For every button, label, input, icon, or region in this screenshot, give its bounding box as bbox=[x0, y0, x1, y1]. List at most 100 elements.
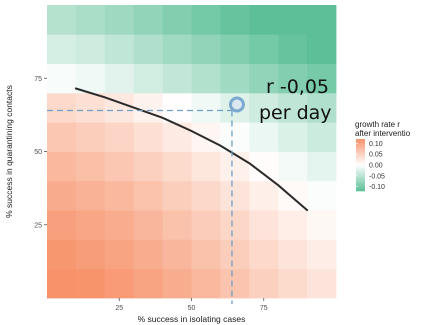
heatmap-cell bbox=[162, 180, 192, 211]
heatmap-cell bbox=[104, 239, 135, 270]
heatmap-cell bbox=[133, 122, 163, 152]
heatmap-cell bbox=[75, 122, 106, 152]
heatmap-cell bbox=[75, 239, 106, 270]
heatmap-cell bbox=[104, 5, 135, 35]
legend-colorbar-segment bbox=[356, 174, 365, 176]
highlight-annotation: r -0,05 per day bbox=[259, 76, 332, 124]
heatmap-cell bbox=[220, 5, 250, 35]
heatmap-cell bbox=[191, 268, 221, 299]
legend-title-line: growth rate r bbox=[355, 120, 400, 129]
legend-colorbar-segment bbox=[356, 183, 365, 185]
heatmap-cell bbox=[220, 63, 250, 94]
heatmap-cell bbox=[307, 180, 337, 211]
heatmap-cell bbox=[162, 210, 192, 240]
heatmap-cell bbox=[47, 92, 77, 123]
heatmap-cell bbox=[75, 180, 106, 211]
heatmap-cell bbox=[47, 268, 77, 299]
heatmap-cell bbox=[104, 210, 135, 240]
legend-colorbar-segment bbox=[356, 153, 365, 155]
heatmap-cell bbox=[307, 239, 337, 270]
legend-colorbar-segment bbox=[356, 181, 365, 184]
heatmap-cell bbox=[162, 63, 192, 94]
heatmap-cell bbox=[47, 5, 77, 35]
heatmap-cell bbox=[307, 151, 337, 182]
legend-colorbar-segment bbox=[356, 175, 365, 177]
legend-colorbar-segment bbox=[356, 171, 365, 174]
y-tick-label: 50 bbox=[34, 149, 42, 156]
heatmap-cell bbox=[75, 34, 106, 64]
heatmap-cell bbox=[75, 151, 106, 182]
y-axis-title: % success in quarantining contacts bbox=[4, 85, 14, 218]
highlight-marker bbox=[228, 96, 245, 113]
heatmap-cell bbox=[104, 151, 135, 182]
heatmap-cell bbox=[307, 92, 337, 123]
heatmap-cell bbox=[191, 63, 221, 94]
legend-colorbar-segment bbox=[356, 185, 365, 188]
heatmap-cell bbox=[162, 268, 192, 299]
legend-colorbar-segment bbox=[356, 187, 365, 189]
heatmap-cells bbox=[47, 5, 337, 299]
heatmap-cell bbox=[191, 180, 221, 211]
heatmap-cell bbox=[75, 63, 106, 94]
heatmap-cell bbox=[47, 180, 77, 211]
x-tick-label: 75 bbox=[260, 305, 268, 312]
heatmap-cell bbox=[249, 180, 279, 211]
contour-line bbox=[74, 87, 309, 212]
legend-label: 0.00 bbox=[369, 163, 383, 170]
heatmap-cell bbox=[104, 122, 135, 152]
heatmap-cell bbox=[220, 268, 250, 299]
heatmap-cell bbox=[307, 210, 337, 240]
legend-colorbar-segment bbox=[356, 165, 365, 167]
legend-colorbar-segment bbox=[356, 154, 365, 157]
legend-label: 0.05 bbox=[369, 152, 383, 159]
legend-label: -0.05 bbox=[369, 173, 385, 180]
heatmap-cell bbox=[307, 63, 337, 94]
heatmap-cell bbox=[75, 5, 106, 35]
legend-colorbar-segment bbox=[356, 150, 365, 153]
heatmap-cell bbox=[249, 210, 279, 240]
heatmap-cell bbox=[47, 151, 77, 182]
legend-colorbar-segment bbox=[356, 168, 365, 171]
heatmap-cell bbox=[307, 5, 337, 35]
heatmap-cell bbox=[249, 122, 279, 152]
legend-colorbar-segment bbox=[356, 140, 365, 142]
highlight-label-line: per day bbox=[259, 102, 332, 124]
x-tick-label: 25 bbox=[115, 305, 123, 312]
legend-colorbar-segment bbox=[356, 166, 365, 168]
heatmap-cell bbox=[249, 239, 279, 270]
axes: 25 50 75 25 50 75 bbox=[34, 76, 268, 312]
heatmap-cell bbox=[104, 63, 135, 94]
heatmap-cell bbox=[278, 63, 308, 94]
heatmap-cell bbox=[133, 63, 163, 94]
heatmap-cell bbox=[278, 239, 308, 270]
legend-colorbar-segment bbox=[356, 159, 365, 162]
heatmap-cell bbox=[133, 239, 163, 270]
legend-colorbar-segment bbox=[356, 163, 365, 166]
heatmap-cell bbox=[220, 180, 250, 211]
legend-colorbar-segment bbox=[356, 179, 365, 181]
heatmap-cell bbox=[47, 210, 77, 240]
x-axis-title: % success in isolating cases bbox=[138, 314, 246, 324]
heatmap-cell bbox=[104, 180, 135, 211]
heatmap-cell bbox=[278, 151, 308, 182]
heatmap-cell bbox=[162, 151, 192, 182]
heatmap-cell bbox=[162, 34, 192, 64]
legend-colorbar-segment bbox=[356, 152, 365, 154]
heatmap-cell bbox=[307, 122, 337, 152]
legend-colorbar-segment bbox=[356, 157, 365, 159]
legend-colorbar-segment bbox=[356, 145, 365, 148]
legend-colorbar-segment bbox=[356, 144, 365, 146]
heatmap-cell bbox=[307, 268, 337, 299]
heatmap-cell bbox=[191, 210, 221, 240]
legend-colorbar-segment bbox=[356, 176, 365, 179]
heatmap-cell bbox=[191, 5, 221, 35]
heatmap-cell bbox=[47, 63, 77, 94]
heatmap-cell bbox=[47, 239, 77, 270]
heatmap-cell bbox=[191, 34, 221, 64]
legend-colorbar-segment bbox=[356, 172, 365, 175]
legend-colorbar-segment bbox=[356, 148, 365, 150]
heatmap-cell bbox=[220, 151, 250, 182]
heatmap-cell bbox=[75, 92, 106, 123]
